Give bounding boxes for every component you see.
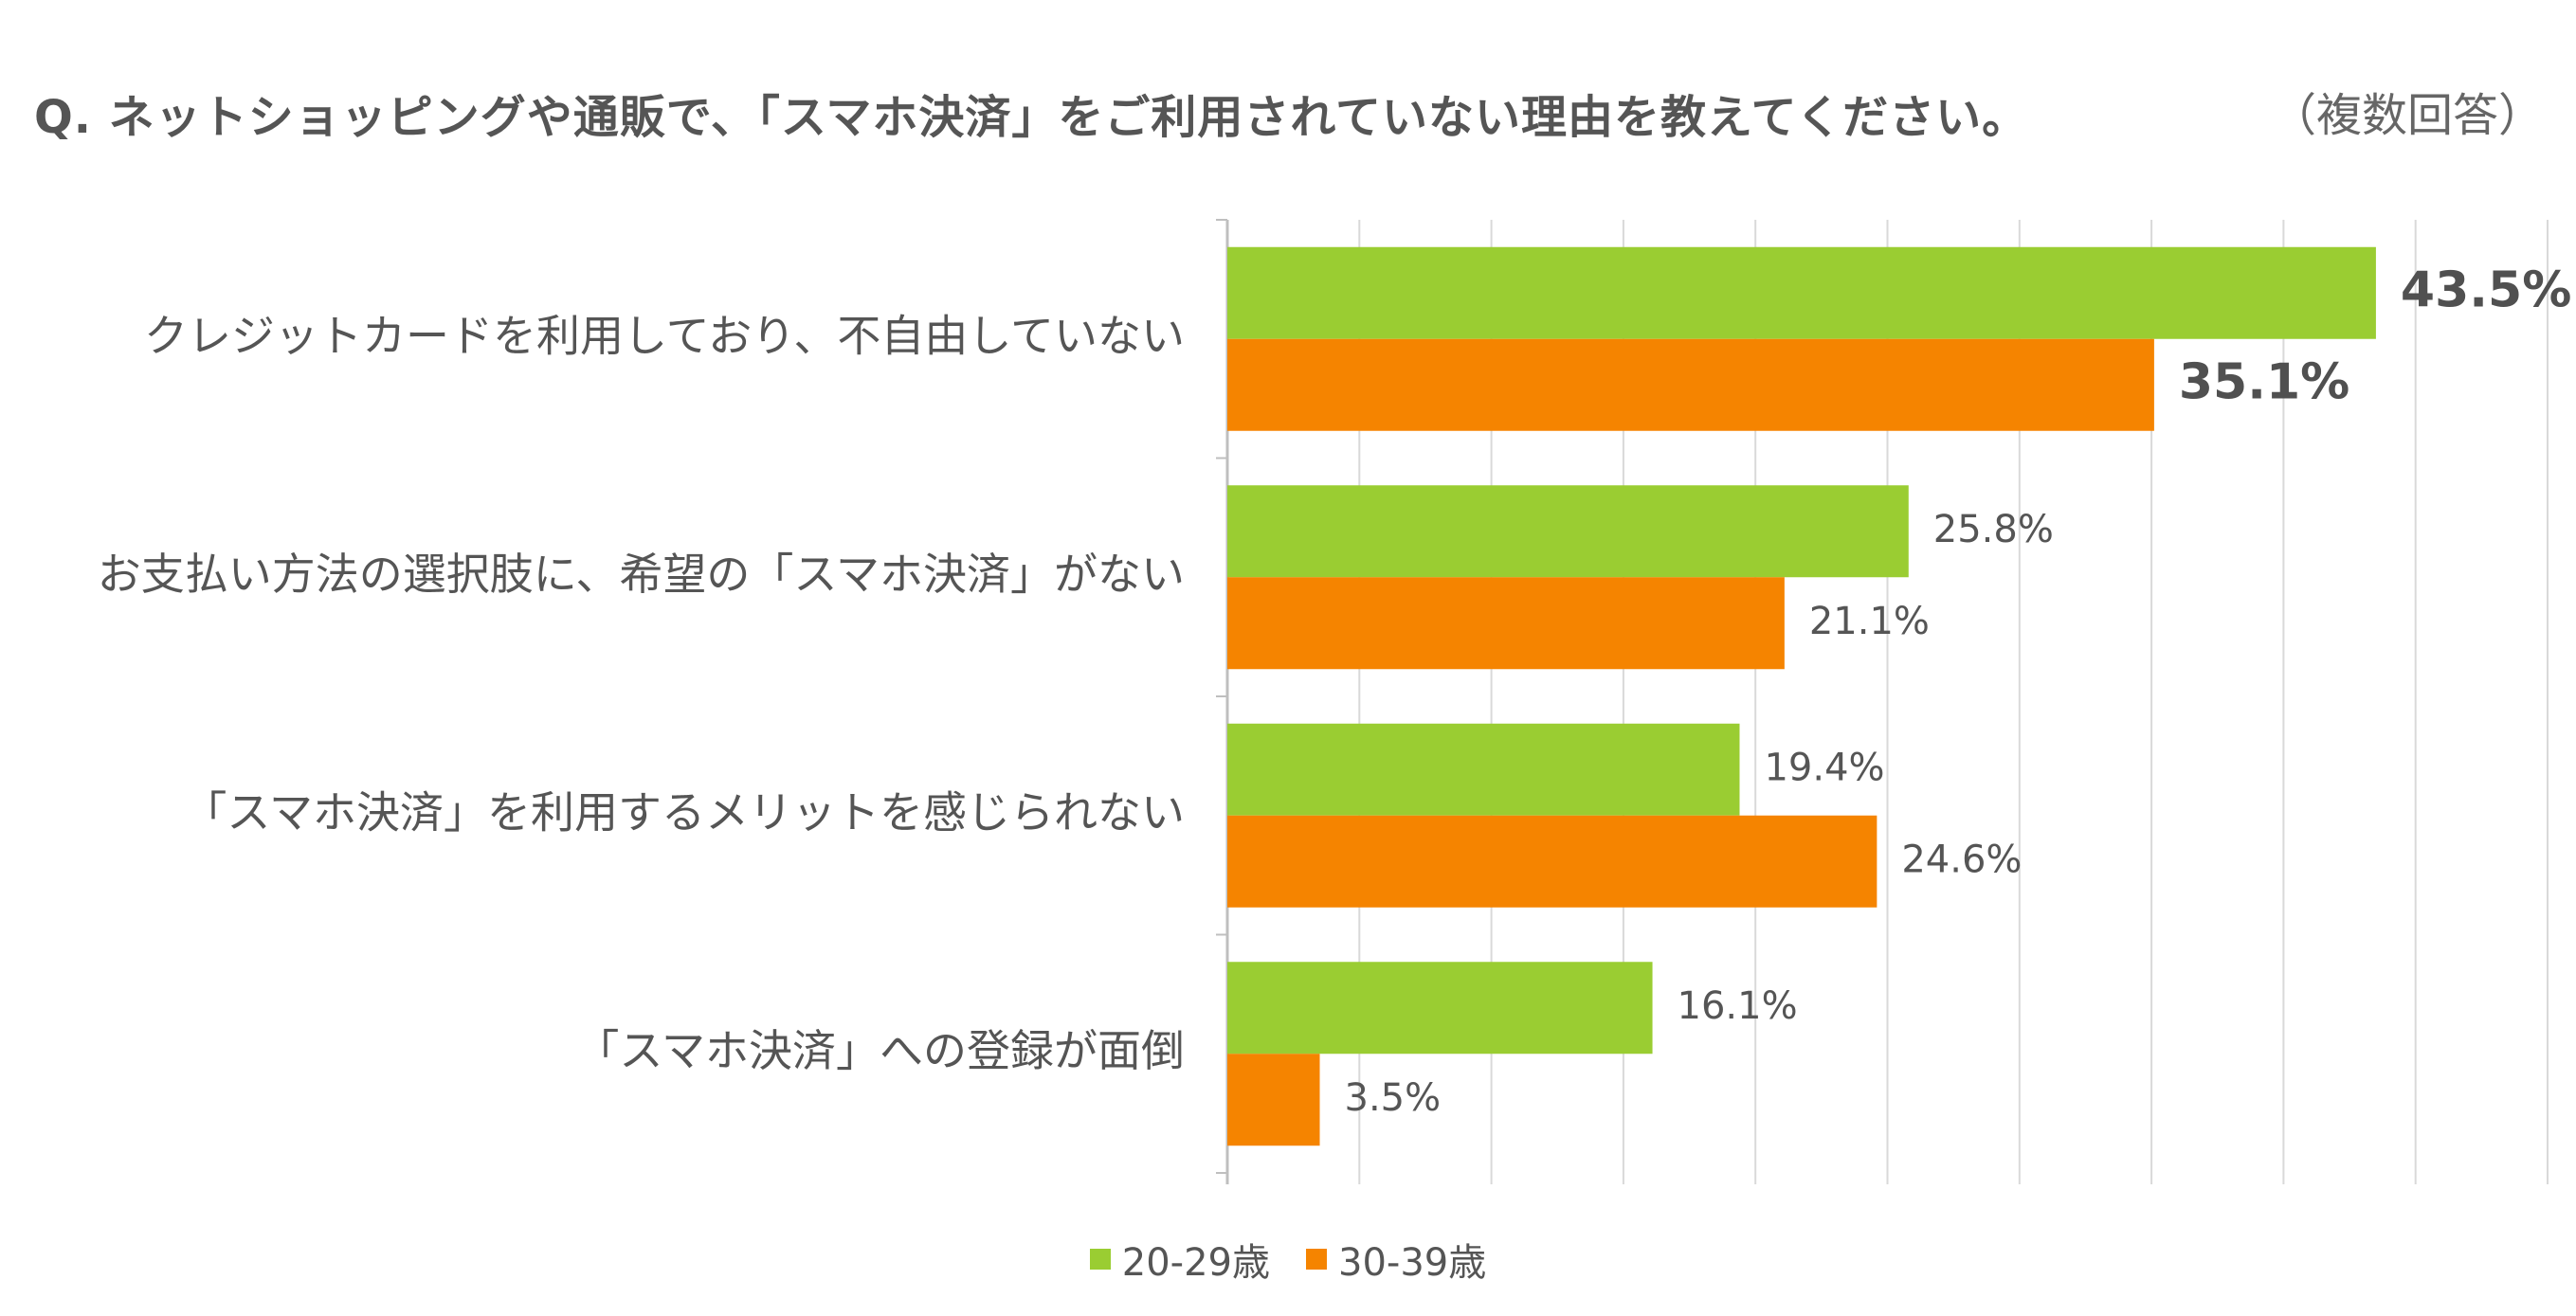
legend-item-series-1: 20-29歳: [1089, 1232, 1270, 1287]
bar-2: [1227, 815, 1878, 908]
response-note: （複数回答）: [2270, 89, 2544, 142]
category-label: 「スマホ決済」への登録が面倒: [575, 1025, 1185, 1076]
legend-label-series-2: 30-39歳: [1338, 1241, 1487, 1285]
bar-1: [1227, 723, 1740, 816]
legend-item-series-2: 30-39歳: [1306, 1232, 1486, 1287]
category-label: 「スマホ決済」を利用するメリットを感じられない: [183, 786, 1185, 838]
chart-title: Q. ネットショッピングや通販で、「スマホ決済」をご利用されていない理由を教えて…: [34, 91, 2029, 144]
data-label: 43.5%: [2401, 261, 2571, 318]
data-label: 35.1%: [2179, 353, 2349, 410]
category-label: お支払い方法の選択肢に、希望の「スマホ決済」がない: [98, 549, 1185, 600]
bar-1: [1227, 485, 1909, 578]
category-label: クレジットカードを利用しており、不自由していない: [144, 310, 1185, 361]
legend-swatch-series-1: [1089, 1249, 1111, 1270]
data-label: 3.5%: [1345, 1076, 1442, 1120]
bar-2: [1227, 1054, 1320, 1146]
data-label: 16.1%: [1678, 984, 1798, 1028]
bar-1: [1227, 246, 2376, 339]
legend-swatch-series-2: [1306, 1249, 1327, 1270]
bar-1: [1227, 962, 1653, 1055]
legend-label-series-1: 20-29歳: [1121, 1241, 1270, 1285]
data-label: 21.1%: [1809, 600, 1930, 643]
data-label: 19.4%: [1764, 746, 1884, 789]
legend: 20-29歳 30-39歳: [0, 1232, 2576, 1287]
data-label: 25.8%: [1933, 508, 2054, 551]
bar-2: [1227, 338, 2154, 431]
bar-2: [1227, 577, 1785, 670]
data-label: 24.6%: [1901, 838, 2022, 881]
